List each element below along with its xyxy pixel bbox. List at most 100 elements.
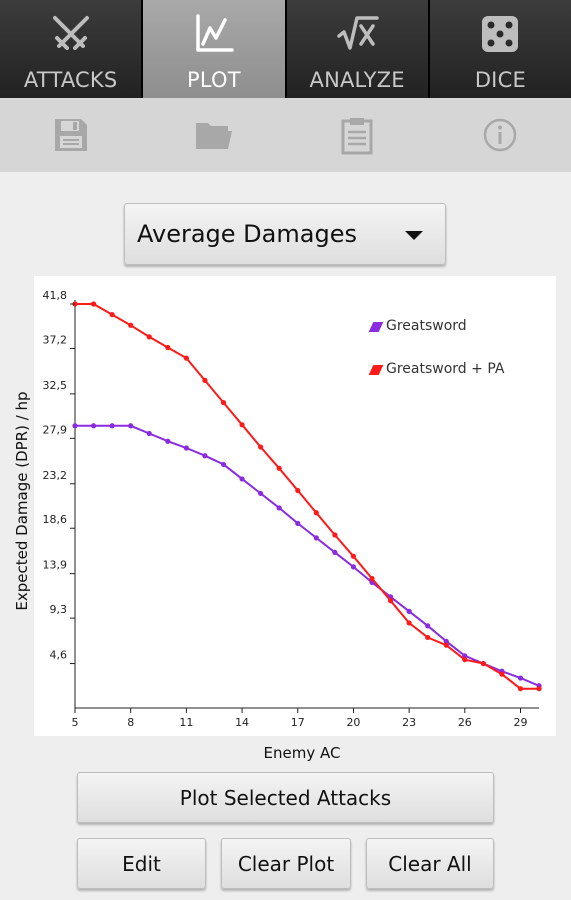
button-label: Clear All (388, 851, 472, 876)
series-line-1 (75, 424, 540, 687)
y-axis-label: Expected Damage (DPR) / hp (13, 391, 31, 610)
legend-label: Greatsword + PA (386, 361, 505, 377)
data-point (90, 301, 97, 307)
data-point (332, 532, 338, 538)
folder-icon (196, 123, 233, 149)
data-point (146, 334, 152, 340)
data-point (128, 423, 134, 429)
damage-chart: 5 8 11 14 17 20 23 26 29 4,6 9,3 13,9 18,6 23,2 27,9 32… (0, 276, 571, 766)
button-label: Clear Plot (237, 851, 335, 876)
y-tick-label: 37,2 (43, 333, 68, 346)
tab-plot[interactable]: PLOT (143, 0, 287, 98)
tab-bar: ATTACKS PLOT ANALYZE (0, 0, 571, 98)
data-point (462, 657, 468, 663)
x-tick-label: 23 (402, 716, 416, 729)
data-point (295, 487, 301, 494)
data-point (517, 686, 524, 692)
plot-type-dropdown[interactable]: Average Damages (124, 203, 446, 265)
data-point (332, 549, 338, 555)
x-axis-label: Enemy AC (264, 744, 341, 762)
data-point (239, 476, 245, 482)
info-button[interactable] (428, 98, 571, 172)
data-point (165, 344, 171, 351)
tab-label: ATTACKS (23, 68, 118, 92)
data-point (369, 575, 375, 582)
data-point (276, 465, 282, 471)
x-tick-label: 8 (127, 716, 134, 729)
data-point (258, 444, 264, 450)
data-point (72, 423, 78, 429)
square-root-icon (337, 16, 379, 50)
clear-plot-button[interactable]: Clear Plot (221, 838, 351, 889)
x-tick-label: 11 (179, 716, 193, 729)
data-point (146, 430, 152, 437)
damage-chart-svg: 5 8 11 14 17 20 23 26 29 4,6 9,3 13,9 18,6 23,2 27,9 32… (13, 276, 556, 762)
y-tick-label: 9,3 (50, 603, 68, 616)
button-label: Plot Selected Attacks (179, 785, 392, 810)
tab-dice[interactable]: DICE (429, 0, 571, 98)
clipboard-icon (341, 118, 373, 155)
edit-button[interactable]: Edit (77, 838, 206, 889)
plot-background (34, 276, 556, 736)
data-point (350, 553, 357, 559)
caret-down-icon (405, 231, 423, 240)
y-tick-label: 13,9 (43, 559, 68, 572)
save-icon (55, 119, 88, 151)
data-point (387, 598, 394, 604)
data-point (183, 445, 189, 451)
data-point (90, 423, 97, 429)
clear-all-button[interactable]: Clear All (366, 838, 494, 889)
data-point (443, 638, 449, 644)
action-bar (0, 98, 571, 172)
data-point (202, 377, 208, 383)
y-tick-label: 32,5 (43, 379, 68, 392)
data-point (425, 623, 431, 629)
y-tick-label: 4,6 (50, 649, 68, 662)
x-tick-label: 26 (458, 716, 472, 729)
tab-label: PLOT (186, 68, 241, 92)
data-point (499, 671, 505, 677)
data-point (443, 642, 449, 648)
save-button[interactable] (0, 98, 143, 172)
tab-attacks[interactable]: ATTACKS (0, 0, 144, 98)
x-tick-label: 17 (291, 716, 305, 729)
info-icon (483, 118, 516, 152)
x-tick-label: 5 (72, 716, 79, 729)
x-tick-label: 29 (514, 716, 528, 729)
data-point (183, 355, 189, 361)
data-point (462, 653, 468, 659)
y-tick-label: 18,6 (43, 513, 68, 526)
y-tick-label: 27,9 (43, 423, 68, 436)
data-point (109, 423, 115, 429)
data-point (202, 453, 208, 459)
data-point (220, 461, 227, 468)
dropdown-selected-value: Average Damages (137, 220, 357, 248)
open-button[interactable] (143, 98, 286, 172)
data-point (239, 422, 245, 428)
series-line-2 (75, 303, 540, 690)
data-point (258, 490, 264, 497)
tab-analyze[interactable]: ANALYZE (286, 0, 430, 98)
button-label: Edit (122, 851, 161, 876)
data-point (220, 399, 227, 406)
data-point (480, 660, 486, 667)
data-point (276, 505, 282, 511)
tab-label: DICE (474, 68, 526, 92)
data-point (313, 510, 319, 516)
data-point (128, 322, 134, 328)
data-point (406, 608, 412, 614)
tab-label: ANALYZE (309, 68, 405, 92)
plot-selected-attacks-button[interactable]: Plot Selected Attacks (77, 772, 494, 823)
y-tick-label: 23,2 (43, 469, 68, 482)
paste-button[interactable] (286, 98, 429, 172)
data-point (295, 520, 301, 526)
data-point (536, 686, 542, 692)
crossed-swords-icon (52, 16, 89, 50)
data-point (425, 634, 431, 641)
data-point (350, 564, 357, 570)
data-point (313, 535, 319, 541)
line-chart-icon (196, 14, 234, 52)
data-point (406, 620, 412, 626)
x-tick-label: 20 (346, 716, 360, 729)
data-point (109, 312, 115, 318)
